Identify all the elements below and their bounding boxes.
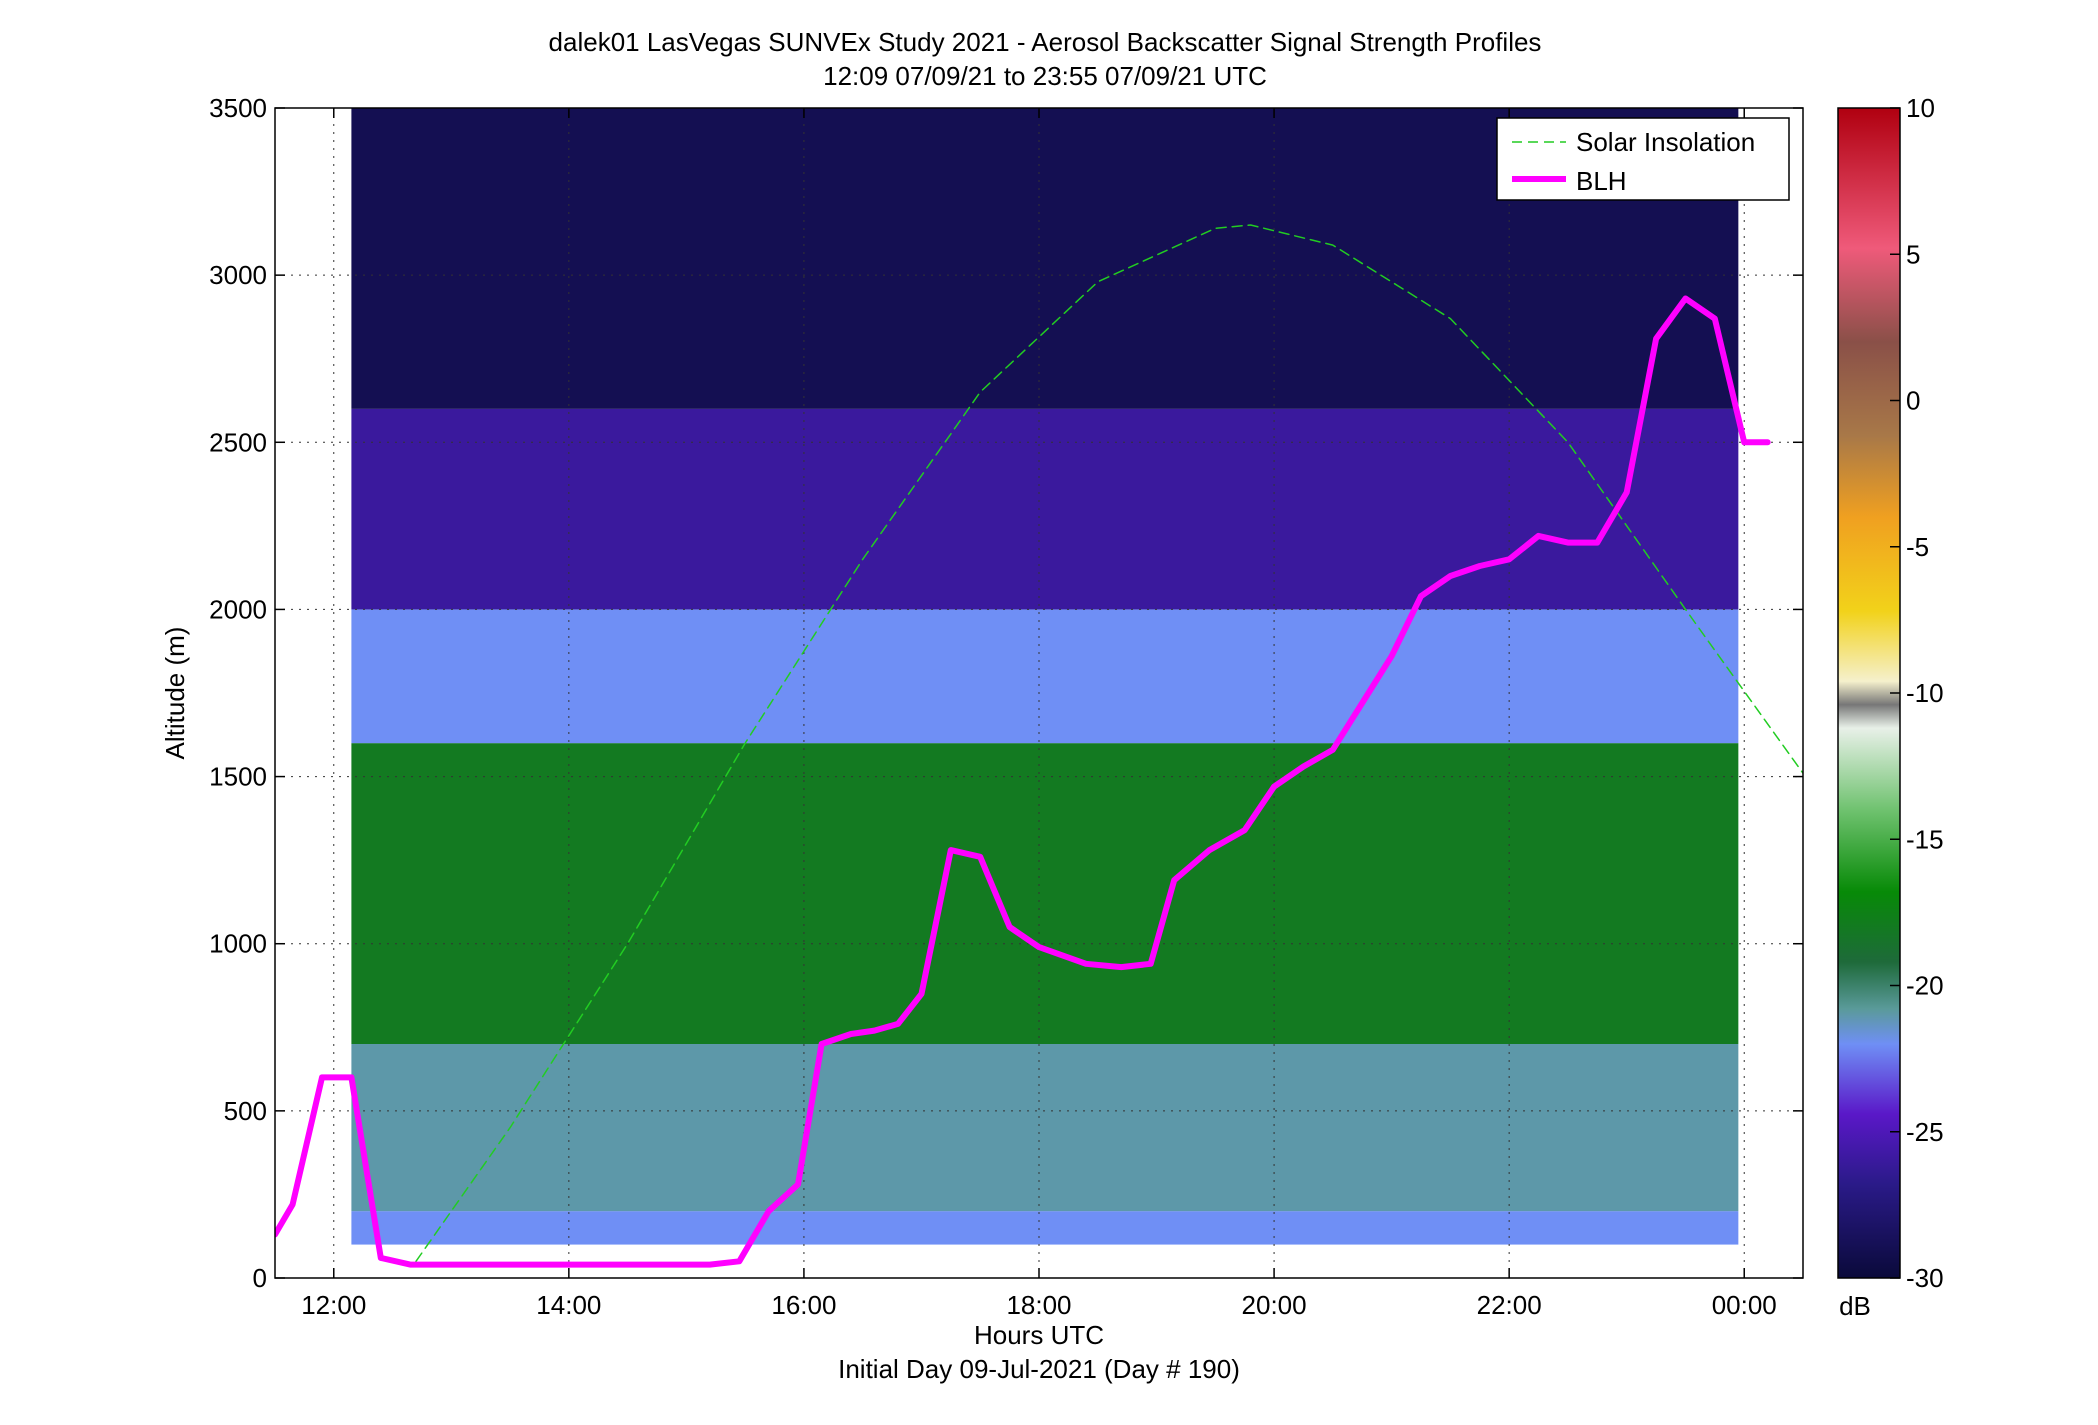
heatmap-layer bbox=[351, 108, 1739, 1245]
legend: Solar Insolation BLH bbox=[1496, 117, 1790, 201]
y-tick-label-3: 1500 bbox=[209, 762, 267, 792]
colorbar-ticks: 10 5 0 -5 -10 -15 -20 -25 -30 bbox=[1890, 93, 1944, 1293]
heatmap-band-0 bbox=[351, 1211, 1739, 1245]
x-axis-sublabel: Initial Day 09-Jul-2021 (Day # 190) bbox=[838, 1354, 1240, 1384]
colorbar-tick-label-7: -25 bbox=[1906, 1117, 1944, 1147]
x-tick-label-1: 14:00 bbox=[536, 1290, 601, 1320]
y-tick-label-7: 3500 bbox=[209, 93, 267, 123]
y-tick-label-5: 2500 bbox=[209, 427, 267, 457]
series-line-blh bbox=[275, 295, 1771, 1268]
y-tick-label-4: 2000 bbox=[209, 594, 267, 624]
x-tick-label-4: 20:00 bbox=[1242, 1290, 1307, 1320]
colorbar-tick-label-8: -30 bbox=[1906, 1263, 1944, 1293]
colorbar-tick-label-6: -20 bbox=[1906, 971, 1944, 1001]
chart-title: dalek01 LasVegas SUNVEx Study 2021 - Aer… bbox=[549, 27, 1542, 57]
heatmap-band-3 bbox=[351, 609, 1739, 744]
x-tick-label-3: 18:00 bbox=[1006, 1290, 1071, 1320]
y-tick-label-2: 1000 bbox=[209, 929, 267, 959]
heatmap-band-2 bbox=[351, 743, 1739, 1044]
colorbar-tick-label-0: 10 bbox=[1906, 93, 1935, 123]
colorbar-tick-label-1: 5 bbox=[1906, 239, 1920, 269]
legend-box bbox=[1496, 117, 1790, 201]
y-tick-label-6: 3000 bbox=[209, 260, 267, 290]
heatmap-band-1 bbox=[351, 1044, 1739, 1212]
x-tick-label-2: 16:00 bbox=[771, 1290, 836, 1320]
grid-layer bbox=[275, 108, 1803, 1278]
legend-blh-label: BLH bbox=[1576, 166, 1627, 196]
y-tick-label-0: 0 bbox=[253, 1263, 267, 1293]
x-tick-label-6: 00:00 bbox=[1712, 1290, 1777, 1320]
colorbar: 10 5 0 -5 -10 -15 -20 -25 -30 dB bbox=[1837, 93, 1944, 1321]
chart-subtitle: 12:09 07/09/21 to 23:55 07/09/21 UTC bbox=[823, 61, 1267, 91]
colorbar-tick-label-3: -5 bbox=[1906, 532, 1929, 562]
tick-layer: 12:00 14:00 16:00 18:00 20:00 22:00 00:00 0 500 1… bbox=[209, 93, 1803, 1320]
heatmap-band-4 bbox=[351, 408, 1739, 610]
y-axis-label: Altitude (m) bbox=[160, 627, 190, 760]
series-layer bbox=[275, 224, 1803, 1268]
legend-solar-label: Solar Insolation bbox=[1576, 127, 1755, 157]
series-line-solar-insolation bbox=[415, 224, 1803, 1263]
y-tick-label-1: 500 bbox=[224, 1096, 267, 1126]
x-tick-label-0: 12:00 bbox=[301, 1290, 366, 1320]
colorbar-label: dB bbox=[1839, 1291, 1871, 1321]
colorbar-gradient bbox=[1837, 107, 1901, 1279]
x-tick-label-5: 22:00 bbox=[1477, 1290, 1542, 1320]
colorbar-tick-label-5: -15 bbox=[1906, 824, 1944, 854]
colorbar-tick-label-2: 0 bbox=[1906, 386, 1920, 416]
x-axis-label: Hours UTC bbox=[974, 1320, 1104, 1350]
colorbar-tick-label-4: -10 bbox=[1906, 678, 1944, 708]
